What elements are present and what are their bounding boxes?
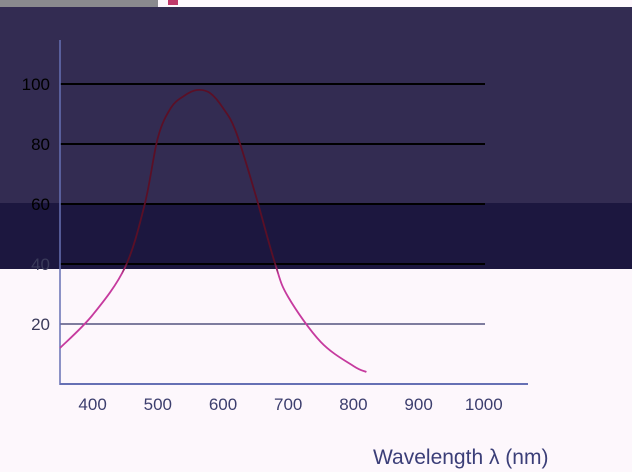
x-tick-label: 500 xyxy=(144,395,172,414)
x-tick-label: 1000 xyxy=(465,395,503,414)
x-tick-label: 400 xyxy=(78,395,106,414)
x-tick-labels: 400 500 600 700 800 900 1000 xyxy=(78,395,502,414)
x-axis-label: Wavelength λ (nm) xyxy=(373,446,548,469)
grid-lines xyxy=(60,84,485,324)
y-tick-label: 100 xyxy=(22,75,50,94)
y-tick-labels: 20 40 60 80 100 xyxy=(22,75,50,334)
response-curve xyxy=(60,90,366,372)
x-tick-label: 900 xyxy=(404,395,432,414)
y-tick-label: 20 xyxy=(31,315,50,334)
x-tick-label: 700 xyxy=(274,395,302,414)
x-tick-label: 800 xyxy=(339,395,367,414)
y-tick-label: 80 xyxy=(31,135,50,154)
y-tick-label: 60 xyxy=(31,195,50,214)
y-tick-label: 40 xyxy=(31,255,50,274)
x-tick-label: 600 xyxy=(209,395,237,414)
